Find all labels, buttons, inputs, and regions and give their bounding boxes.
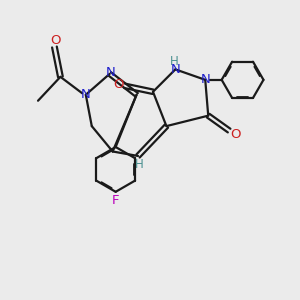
Text: N: N (80, 88, 90, 101)
Text: F: F (112, 194, 119, 207)
Text: N: N (105, 66, 115, 79)
Text: O: O (51, 34, 61, 47)
Text: O: O (113, 78, 123, 91)
Text: O: O (230, 128, 240, 141)
Text: H: H (169, 55, 178, 68)
Text: H: H (135, 158, 144, 171)
Text: N: N (170, 63, 180, 76)
Text: N: N (200, 73, 210, 86)
